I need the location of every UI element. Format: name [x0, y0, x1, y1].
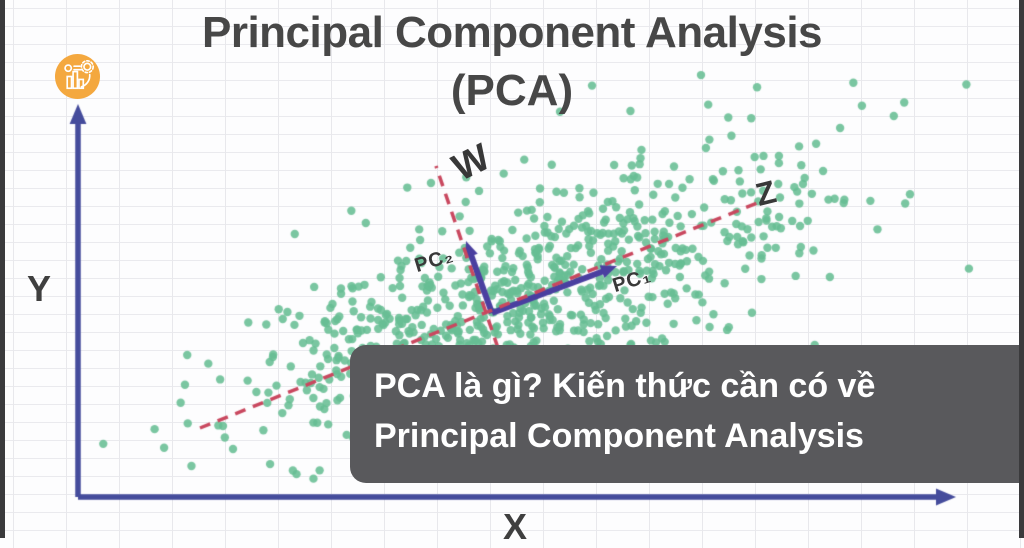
y-axis-label: Y [27, 268, 52, 309]
caption-line-1: PCA là gì? Kiến thức cần có về [374, 367, 876, 405]
caption-line-2: Principal Component Analysis [374, 417, 864, 455]
page-title: Principal Component Analysis (PCA) [0, 4, 1024, 120]
title-line-1: Principal Component Analysis [201, 8, 823, 57]
analytics-bars-gear-icon [54, 53, 101, 100]
x-axis-label: X [503, 506, 528, 547]
caption-overlay: PCA là gì? Kiến thức cần có về Principal… [350, 345, 1024, 483]
site-logo [54, 53, 101, 100]
right-edge-strip [1019, 0, 1024, 538]
title-line-2: (PCA) [450, 66, 574, 116]
left-edge-strip [0, 0, 5, 538]
